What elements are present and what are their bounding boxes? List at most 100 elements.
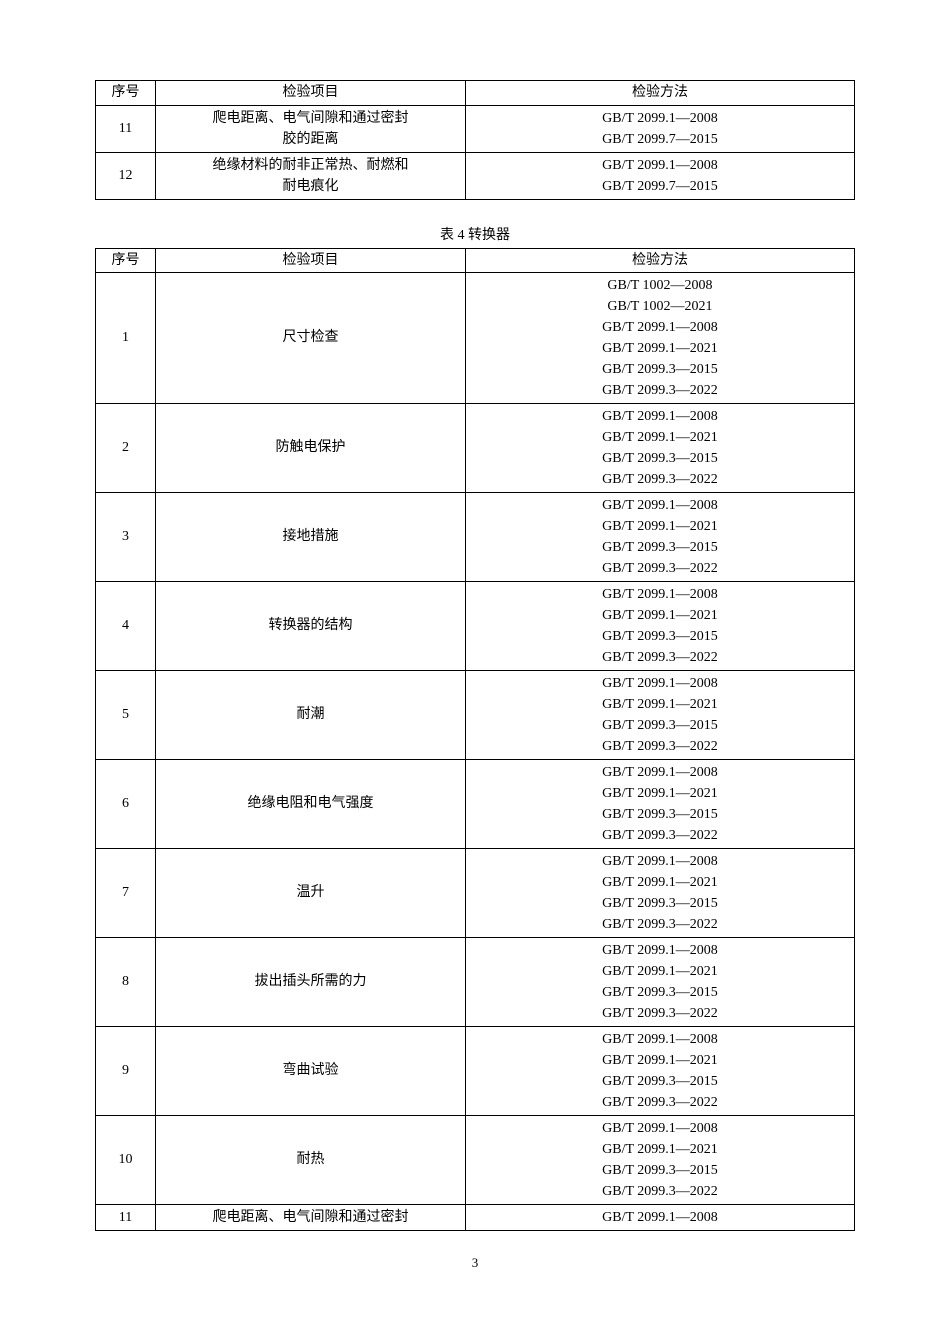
cell-method-line: GB/T 2099.7—2015 xyxy=(602,132,718,147)
cell-seq: 6 xyxy=(96,760,156,849)
cell-seq: 5 xyxy=(96,671,156,760)
cell-method-line: GB/T 2099.3—2015 xyxy=(602,629,718,644)
cell-item-line: 耐电痕化 xyxy=(283,179,339,194)
table-row: 1尺寸检查GB/T 1002—2008GB/T 1002—2021GB/T 20… xyxy=(96,273,855,404)
table-caption: 表 4 转换器 xyxy=(95,224,855,244)
cell-method: GB/T 2099.1—2008 GB/T 2099.1—2021 GB/T 209… xyxy=(466,493,855,582)
cell-seq: 9 xyxy=(96,1027,156,1116)
cell-seq: 2 xyxy=(96,404,156,493)
table-continuation: 序号 检验项目 检验方法 11 爬电距离、电气间隙和通过密封 胶的距离 GB/T… xyxy=(95,80,855,200)
cell-seq: 12 xyxy=(96,152,156,199)
cell-method: GB/T 2099.1—2008 GB/T 2099.7—2015 xyxy=(466,152,855,199)
cell-method-line: GB/T 2099.3—2022 xyxy=(602,650,718,665)
cell-method: GB/T 2099.1—2008GB/T 2099.1—2021GB/T 209… xyxy=(466,671,855,760)
cell-method-line: GB/T 2099.3—2015 xyxy=(602,362,718,377)
cell-item: 尺寸检查 xyxy=(156,273,466,404)
cell-method-line: GB/T 2099.1—2021 xyxy=(602,608,718,623)
table-converter: 序号 检验项目 检验方法 1尺寸检查GB/T 1002—2008GB/T 100… xyxy=(95,248,855,1232)
cell-item: 耐潮 xyxy=(156,671,466,760)
table-row: 3接地措施GB/T 2099.1—2008GB/T 2099.1—2021GB/… xyxy=(96,493,855,582)
table-row: 12 绝缘材料的耐非正常热、耐燃和 耐电痕化 GB/T 2099.1—2008 … xyxy=(96,152,855,199)
cell-method-line: GB/T 2099.3—2022 xyxy=(602,1095,718,1110)
cell-method: GB/T 2099.1—2008 GB/T 2099.1—2021 GB/T 209… xyxy=(466,582,855,671)
cell-method-line: GB/T 2099.3—2022 xyxy=(602,472,718,487)
cell-method-line: GB/T 2099.3—2022 xyxy=(602,1184,718,1199)
cell-method-line: GB/T 2099.1—2008 xyxy=(602,1032,718,1047)
cell-method: GB/T 2099.1—2008 GB/T 2099.7—2015 xyxy=(466,105,855,152)
cell-seq: 11 xyxy=(96,105,156,152)
cell-item: 绝缘材料的耐非正常热、耐燃和 耐电痕化 xyxy=(156,152,466,199)
cell-method-line: GB/T 2099.3—2022 xyxy=(602,739,718,754)
cell-seq: 11 xyxy=(96,1205,156,1231)
cell-method-line: GB/T 2099.3—2015 xyxy=(602,718,718,733)
cell-seq: 8 xyxy=(96,938,156,1027)
cell-method-line: GB/T 2099.1—2008 xyxy=(602,409,718,424)
cell-item: 转换器的结构 xyxy=(156,582,466,671)
cell-method-line: GB/T 2099.1—2021 xyxy=(602,1142,718,1157)
cell-item: 弯曲试验 xyxy=(156,1027,466,1116)
cell-method-line: GB/T 2099.1—2021 xyxy=(602,786,718,801)
table-row: 7温升GB/T 2099.1—2008GB/T 2099.1—2021GB/T … xyxy=(96,849,855,938)
cell-method: GB/T 2099.1—2008 GB/T 2099.1—2021 GB/T 209… xyxy=(466,1027,855,1116)
cell-item: 防触电保护 xyxy=(156,404,466,493)
cell-item: 温升 xyxy=(156,849,466,938)
cell-method-line: GB/T 2099.1—2008 xyxy=(602,587,718,602)
cell-method: GB/T 1002—2008GB/T 1002—2021GB/T 2099.1—… xyxy=(466,273,855,404)
cell-method-line: GB/T 2099.1—2021 xyxy=(602,430,718,445)
cell-method-line: GB/T 2099.1—2021 xyxy=(602,341,718,356)
cell-method-line: GB/T 2099.3—2022 xyxy=(602,1006,718,1021)
cell-method-line: GB/T 2099.1—2008 xyxy=(602,320,718,335)
cell-item: 接地措施 xyxy=(156,493,466,582)
table-row: 2防触电保护GB/T 2099.1—2008GB/T 2099.1—2021GB… xyxy=(96,404,855,493)
cell-method-line: GB/T 1002—2021 xyxy=(607,299,712,314)
cell-item: 拔出插头所需的力 xyxy=(156,938,466,1027)
cell-method-line: GB/T 2099.1—2008 xyxy=(602,111,718,126)
cell-method-line: GB/T 2099.3—2022 xyxy=(602,383,718,398)
cell-method-line: GB/T 2099.3—2015 xyxy=(602,540,718,555)
cell-method-line: GB/T 2099.3—2015 xyxy=(602,1163,718,1178)
cell-method-line: GB/T 2099.3—2022 xyxy=(602,561,718,576)
cell-method-line: GB/T 2099.1—2008 xyxy=(602,765,718,780)
table-row: 11 爬电距离、电气间隙和通过密封 胶的距离 GB/T 2099.1—2008 … xyxy=(96,105,855,152)
header-seq: 序号 xyxy=(96,81,156,106)
cell-item: 爬电距离、电气间隙和通过密封 胶的距离 xyxy=(156,105,466,152)
cell-seq: 10 xyxy=(96,1116,156,1205)
table-header-row: 序号 检验项目 检验方法 xyxy=(96,81,855,106)
cell-method: GB/T 2099.1—2008 xyxy=(466,1205,855,1231)
cell-method: GB/T 2099.1—2008 GB/T 2099.1—2021 GB/T 209… xyxy=(466,404,855,493)
cell-method-line: GB/T 2099.1—2021 xyxy=(602,1053,718,1068)
cell-method-line: GB/T 2099.1—2008 xyxy=(602,498,718,513)
table-row: 10耐热GB/T 2099.1—2008GB/T 2099.1—2021GB/T… xyxy=(96,1116,855,1205)
cell-method-line: GB/T 2099.3—2015 xyxy=(602,896,718,911)
header-item: 检验项目 xyxy=(156,248,466,273)
cell-item-line: 爬电距离、电气间隙和通过密封 xyxy=(213,111,409,126)
cell-method: GB/T 2099.1—2008 GB/T 2099.1—2021 GB/T 209… xyxy=(466,1116,855,1205)
table-row: 11爬电距离、电气间隙和通过密封GB/T 2099.1—2008 xyxy=(96,1205,855,1231)
cell-item-line: 胶的距离 xyxy=(283,132,339,147)
cell-method-line: GB/T 2099.1—2008 xyxy=(602,1121,718,1136)
cell-item: 绝缘电阻和电气强度 xyxy=(156,760,466,849)
cell-item: 耐热 xyxy=(156,1116,466,1205)
page-number: 3 xyxy=(95,1255,855,1271)
cell-method-line: GB/T 2099.1—2021 xyxy=(602,875,718,890)
cell-method: GB/T 2099.1—2008 GB/T 2099.1—2021 GB/T 209… xyxy=(466,849,855,938)
table-row: 5耐潮GB/T 2099.1—2008GB/T 2099.1—2021GB/T … xyxy=(96,671,855,760)
header-seq: 序号 xyxy=(96,248,156,273)
cell-method-line: GB/T 2099.3—2015 xyxy=(602,985,718,1000)
cell-method-line: GB/T 2099.1—2008 xyxy=(602,158,718,173)
cell-method-line: GB/T 2099.3—2015 xyxy=(602,1074,718,1089)
cell-method-line: GB/T 2099.1—2021 xyxy=(602,964,718,979)
cell-method-line: GB/T 2099.1—2008 xyxy=(602,943,718,958)
cell-method: GB/T 2099.1—2008 GB/T 2099.1—2021 GB/T 209… xyxy=(466,760,855,849)
cell-method-line: GB/T 2099.3—2022 xyxy=(602,828,718,843)
table-row: 9弯曲试验GB/T 2099.1—2008GB/T 2099.1—2021GB/… xyxy=(96,1027,855,1116)
cell-seq: 7 xyxy=(96,849,156,938)
cell-method-line: GB/T 2099.1—2008 xyxy=(602,854,718,869)
header-method: 检验方法 xyxy=(466,81,855,106)
cell-seq: 3 xyxy=(96,493,156,582)
cell-method-line: GB/T 2099.3—2015 xyxy=(602,807,718,822)
cell-method-line: GB/T 2099.1—2021 xyxy=(602,519,718,534)
cell-method-line: GB/T 2099.3—2022 xyxy=(602,917,718,932)
table-row: 6绝缘电阻和电气强度GB/T 2099.1—2008GB/T 2099.1—20… xyxy=(96,760,855,849)
cell-method-line: GB/T 2099.3—2015 xyxy=(602,451,718,466)
